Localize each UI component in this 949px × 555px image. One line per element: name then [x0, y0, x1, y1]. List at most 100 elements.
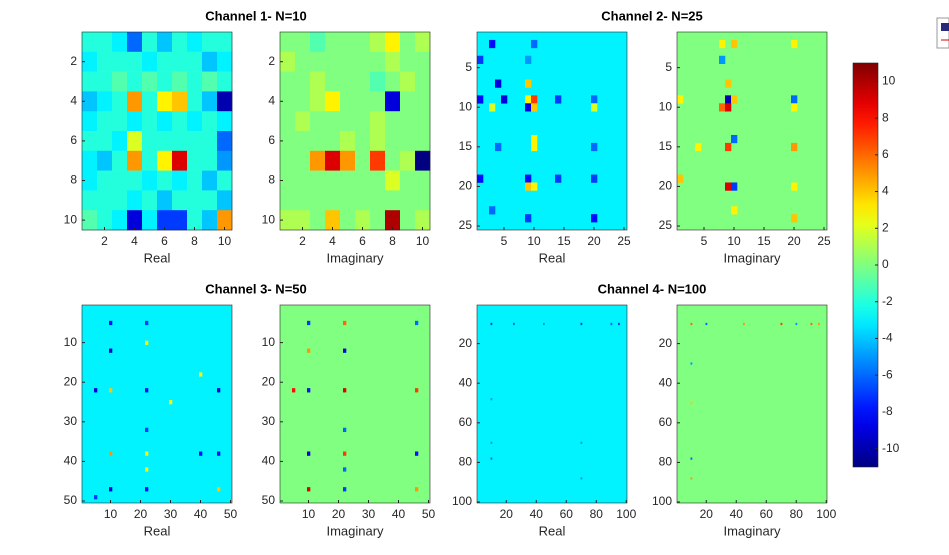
heatmap-cell [415, 131, 431, 152]
y-tick-label: 80 [659, 455, 673, 469]
heatmap-cell [202, 71, 218, 92]
heatmap-cell [157, 51, 173, 72]
heatmap-cell [343, 487, 347, 492]
heatmap-cell [202, 190, 218, 211]
heatmap-cell [280, 190, 296, 211]
heatmap-cell [555, 174, 562, 183]
heatmap-background [677, 305, 827, 503]
heatmap-cell [343, 348, 347, 353]
heatmap-background [677, 32, 827, 230]
x-tick-label: 30 [362, 507, 376, 521]
heatmap-cell [145, 467, 149, 472]
heatmap-cell [415, 71, 431, 92]
heatmap-cell [202, 91, 218, 112]
heatmap-cell [307, 320, 311, 326]
y-tick-label: 50 [64, 493, 78, 507]
heatmap-cell [97, 51, 113, 72]
heatmap-cell [142, 131, 158, 152]
heatmap-cell [217, 451, 221, 456]
heatmap-cell [157, 210, 173, 231]
x-axis-label: Imaginary [723, 250, 781, 265]
y-tick-label: 40 [459, 375, 473, 389]
heatmap-cell [202, 111, 218, 132]
heatmap-cell [725, 182, 732, 191]
heatmap-cell [109, 451, 113, 456]
x-axis-label: Real [144, 523, 171, 538]
heatmap-cell [217, 150, 233, 171]
heatmap-cell [400, 190, 416, 211]
heatmap-cell [112, 51, 128, 72]
heatmap-cell [145, 451, 149, 456]
heatmap-cell [127, 190, 143, 211]
heatmap-cell [295, 51, 311, 72]
heatmap-cell [145, 487, 149, 492]
heatmap-cell [477, 95, 484, 104]
heatmap-cell [142, 32, 158, 53]
heatmap-cell [415, 190, 431, 211]
heatmap-cell [202, 32, 218, 53]
heatmap-cell [531, 95, 538, 104]
heatmap-cell [187, 91, 203, 112]
heatmap-cell [172, 190, 188, 211]
heatmap-cell [82, 51, 98, 72]
heatmap-cell [109, 320, 113, 326]
colorbar-tick-label: -4 [882, 331, 893, 345]
y-tick-label: 100 [452, 494, 472, 508]
x-tick-label: 20 [500, 507, 514, 521]
heatmap-cell [172, 150, 188, 171]
heatmap-cell [280, 51, 296, 72]
x-tick-label: 100 [816, 507, 836, 521]
colorbar-tick-label: 0 [882, 257, 889, 271]
heatmap-cell [82, 71, 98, 92]
heatmap-cell [310, 71, 326, 92]
heatmap-cell [310, 190, 326, 211]
chart-title: Channel 2- N=25 [601, 8, 703, 23]
heatmap-cell [97, 150, 113, 171]
colorbar-tick-label: 10 [882, 74, 896, 88]
heatmap-cell [370, 170, 386, 191]
heatmap-cell [731, 206, 738, 215]
x-tick-label: 10 [527, 234, 541, 248]
y-tick-label: 4 [70, 93, 77, 107]
heatmap-cell [310, 111, 326, 132]
heatmap-cell [385, 71, 401, 92]
heatmap-cell [310, 91, 326, 112]
heatmap-cell [172, 131, 188, 152]
heatmap-cell [142, 71, 158, 92]
x-tick-label: 2 [101, 234, 108, 248]
y-tick-label: 15 [659, 139, 673, 153]
heatmap-cell [97, 131, 113, 152]
heatmap-cell [415, 32, 431, 53]
heatmap-cell [199, 372, 203, 377]
colorbar-tick-label: 8 [882, 110, 889, 124]
heatmap-cell [325, 32, 341, 53]
y-tick-label: 5 [465, 60, 472, 74]
heatmap-cell [310, 210, 326, 231]
heatmap-cell [618, 322, 620, 326]
x-axis-label: Imaginary [723, 523, 781, 538]
heatmap-cell [142, 111, 158, 132]
heatmap-cell [525, 174, 532, 183]
heatmap-cell [307, 451, 311, 456]
heatmap-cell [340, 210, 356, 231]
heatmap-cell [202, 170, 218, 191]
heatmap-cell [340, 32, 356, 53]
legend-fragment [936, 17, 949, 49]
heatmap-cell [310, 150, 326, 171]
heatmap-cell [112, 210, 128, 231]
heatmap-cell [112, 111, 128, 132]
heatmap-cell [97, 71, 113, 92]
heatmap-cell [340, 71, 356, 92]
heatmap-cell [82, 190, 98, 211]
heatmap-cell [355, 210, 371, 231]
heatmap-cell [280, 32, 296, 53]
x-tick-label: 8 [389, 234, 396, 248]
heatmap-cell [280, 150, 296, 171]
heatmap-cell [531, 182, 538, 191]
heatmap-cell [525, 214, 532, 223]
heatmap-cell [343, 320, 347, 326]
x-tick-label: 50 [422, 507, 436, 521]
heatmap-cell [172, 51, 188, 72]
heatmap-cell [725, 95, 732, 104]
